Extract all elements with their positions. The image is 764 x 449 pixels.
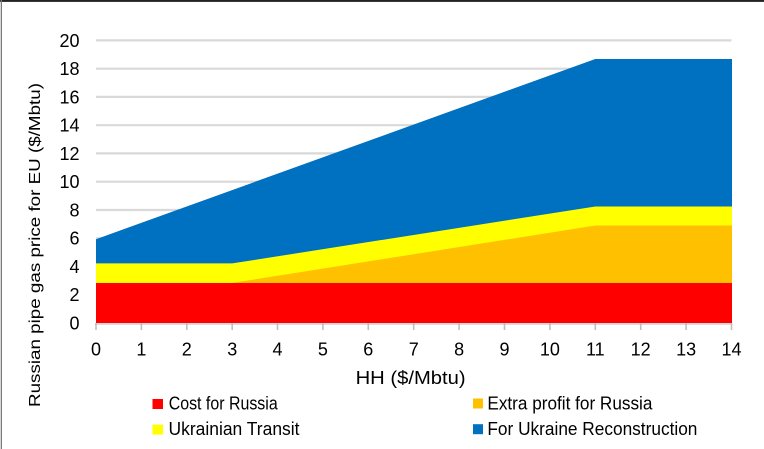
svg-text:12: 12	[59, 144, 79, 164]
svg-text:2: 2	[182, 340, 192, 360]
svg-text:0: 0	[91, 340, 101, 360]
svg-text:16: 16	[59, 87, 79, 107]
svg-text:8: 8	[69, 201, 79, 221]
svg-text:0: 0	[69, 314, 79, 334]
svg-text:10: 10	[59, 172, 79, 192]
svg-text:For Ukraine Reconstruction: For Ukraine Reconstruction	[487, 419, 697, 439]
svg-text:10: 10	[540, 340, 560, 360]
svg-text:20: 20	[59, 31, 79, 51]
svg-text:9: 9	[499, 340, 509, 360]
svg-text:5: 5	[318, 340, 328, 360]
svg-text:12: 12	[631, 340, 651, 360]
svg-text:7: 7	[409, 340, 419, 360]
svg-text:6: 6	[363, 340, 373, 360]
svg-text:13: 13	[676, 340, 696, 360]
svg-text:14: 14	[59, 116, 79, 136]
svg-text:1: 1	[136, 340, 146, 360]
svg-text:11: 11	[586, 340, 605, 360]
svg-text:Russian pipe gas price for EU: Russian pipe gas price for EU ($/Mbtu)	[27, 83, 44, 407]
svg-text:6: 6	[69, 229, 79, 249]
svg-text:HH ($/Mbtu): HH ($/Mbtu)	[356, 368, 466, 388]
svg-text:4: 4	[272, 340, 282, 360]
svg-text:Ukrainian Transit: Ukrainian Transit	[169, 419, 300, 439]
svg-text:14: 14	[721, 340, 741, 360]
svg-text:4: 4	[69, 257, 79, 277]
svg-text:Cost for Russia: Cost for Russia	[169, 394, 279, 414]
svg-text:18: 18	[59, 59, 79, 79]
svg-text:2: 2	[69, 285, 79, 305]
svg-text:3: 3	[227, 340, 237, 360]
svg-text:Extra profit for Russia: Extra profit for Russia	[487, 394, 653, 414]
svg-text:8: 8	[454, 340, 464, 360]
